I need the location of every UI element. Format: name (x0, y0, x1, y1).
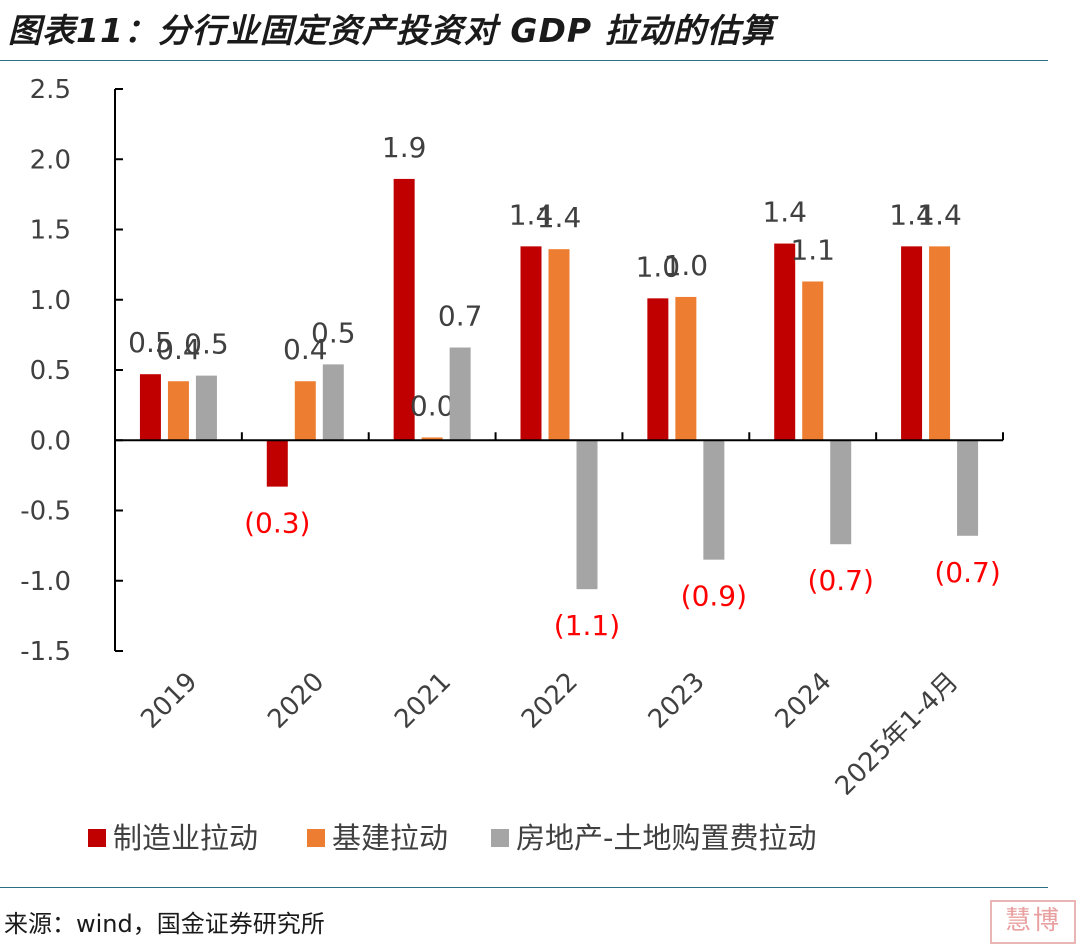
y-tick-label: 2.0 (30, 145, 71, 175)
bar (774, 243, 796, 441)
x-tick-label: 2024 (770, 667, 838, 735)
data-label: 1.4 (762, 196, 807, 229)
bar (802, 281, 824, 441)
data-label: 0.5 (311, 316, 356, 349)
bar (548, 249, 570, 441)
data-label: 1.0 (664, 249, 709, 282)
bar (167, 381, 189, 441)
bar (266, 440, 288, 487)
y-tick-label: -0.5 (20, 497, 71, 527)
bar (520, 246, 542, 441)
legend-swatch (88, 829, 106, 847)
x-tick-label: 2023 (643, 667, 711, 735)
legend-swatch (491, 829, 509, 847)
data-label: (0.7) (808, 564, 874, 597)
y-tick-label: 0.0 (30, 426, 71, 456)
y-tick-label: -1.0 (20, 567, 71, 597)
data-label: 1.4 (917, 198, 962, 231)
bar (957, 440, 979, 536)
bar (675, 296, 697, 441)
bar (139, 374, 161, 441)
bar (929, 246, 951, 441)
x-tick-label: 2025年1-4月 (830, 667, 965, 802)
data-label: 1.0 (636, 250, 681, 283)
data-label: 0.7 (438, 300, 483, 333)
y-tick-label: 1.0 (30, 286, 71, 316)
bar (703, 440, 725, 560)
data-label: 1.4 (509, 198, 554, 231)
y-tick-label: -1.5 (20, 637, 71, 667)
bar (449, 347, 471, 441)
legend-label: 基建拉动 (332, 821, 448, 855)
bar (322, 364, 344, 441)
bar (647, 298, 669, 441)
data-label: 0.5 (184, 328, 229, 361)
data-label: (0.9) (681, 580, 747, 613)
bar (393, 178, 415, 441)
data-label: (0.7) (934, 556, 1000, 589)
footer-divider (0, 887, 1048, 888)
bar (294, 381, 316, 441)
data-label: 1.9 (382, 131, 427, 164)
x-tick-label: 2019 (135, 667, 203, 735)
source-note: 来源：wind，国金证券研究所 (4, 910, 325, 938)
data-label: 0.0 (410, 389, 455, 422)
bar (576, 440, 598, 590)
data-label: (1.1) (554, 609, 620, 642)
chart-title: 图表11：分行业固定资产投资对 GDP 拉动的估算 (8, 11, 775, 50)
bar-chart: 2.52.01.51.00.50.0-0.5-1.0-1.50.50.40.5(… (20, 75, 1004, 855)
bar (421, 437, 443, 441)
legend-label: 房地产-土地购置费拉动 (516, 821, 816, 855)
y-tick-label: 0.5 (30, 356, 71, 386)
x-tick-label: 2021 (389, 667, 457, 735)
x-tick-label: 2020 (262, 667, 330, 735)
y-tick-label: 2.5 (30, 75, 71, 105)
title-divider (0, 60, 1048, 61)
data-label: 1.4 (889, 198, 934, 231)
data-label: 0.4 (283, 333, 328, 366)
bar (901, 246, 923, 441)
data-label: 0.5 (128, 326, 173, 359)
x-tick-label: 2022 (516, 667, 584, 735)
data-label: (0.3) (244, 507, 310, 540)
legend-swatch (307, 829, 325, 847)
data-label: 0.4 (156, 333, 201, 366)
data-label: 1.4 (537, 201, 582, 234)
watermark-stamp: 慧博 (990, 900, 1076, 944)
y-tick-label: 1.5 (30, 216, 71, 246)
bar (830, 440, 852, 545)
bar (195, 375, 217, 441)
legend-label: 制造业拉动 (113, 821, 258, 855)
data-label: 1.1 (790, 233, 835, 266)
